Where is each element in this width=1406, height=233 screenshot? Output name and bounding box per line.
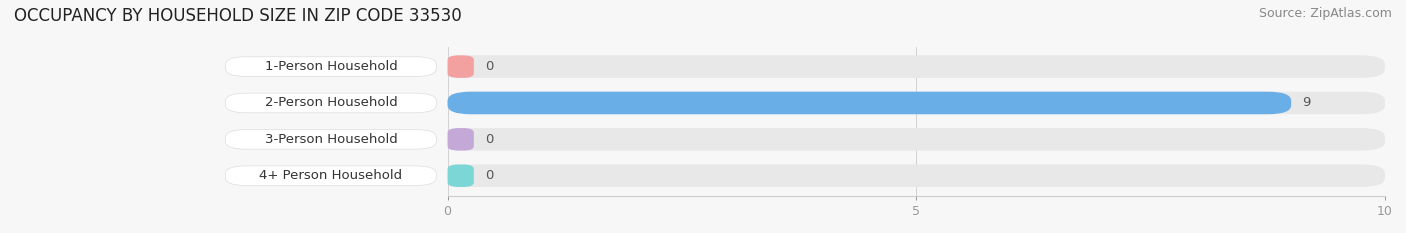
Text: 4+ Person Household: 4+ Person Household: [259, 169, 402, 182]
Text: 0: 0: [485, 60, 494, 73]
FancyBboxPatch shape: [447, 92, 1291, 114]
Text: 0: 0: [485, 169, 494, 182]
Text: Source: ZipAtlas.com: Source: ZipAtlas.com: [1258, 7, 1392, 20]
FancyBboxPatch shape: [225, 93, 436, 113]
Text: 0: 0: [485, 133, 494, 146]
FancyBboxPatch shape: [447, 55, 474, 78]
Text: 9: 9: [1302, 96, 1310, 110]
FancyBboxPatch shape: [225, 166, 436, 185]
Text: 2-Person Household: 2-Person Household: [264, 96, 398, 110]
Text: 1-Person Household: 1-Person Household: [264, 60, 398, 73]
FancyBboxPatch shape: [225, 130, 436, 149]
Text: 3-Person Household: 3-Person Household: [264, 133, 398, 146]
Text: OCCUPANCY BY HOUSEHOLD SIZE IN ZIP CODE 33530: OCCUPANCY BY HOUSEHOLD SIZE IN ZIP CODE …: [14, 7, 461, 25]
FancyBboxPatch shape: [447, 128, 1385, 151]
FancyBboxPatch shape: [225, 57, 436, 76]
FancyBboxPatch shape: [447, 92, 1385, 114]
FancyBboxPatch shape: [447, 164, 474, 187]
FancyBboxPatch shape: [447, 164, 1385, 187]
FancyBboxPatch shape: [447, 128, 474, 151]
FancyBboxPatch shape: [447, 55, 1385, 78]
